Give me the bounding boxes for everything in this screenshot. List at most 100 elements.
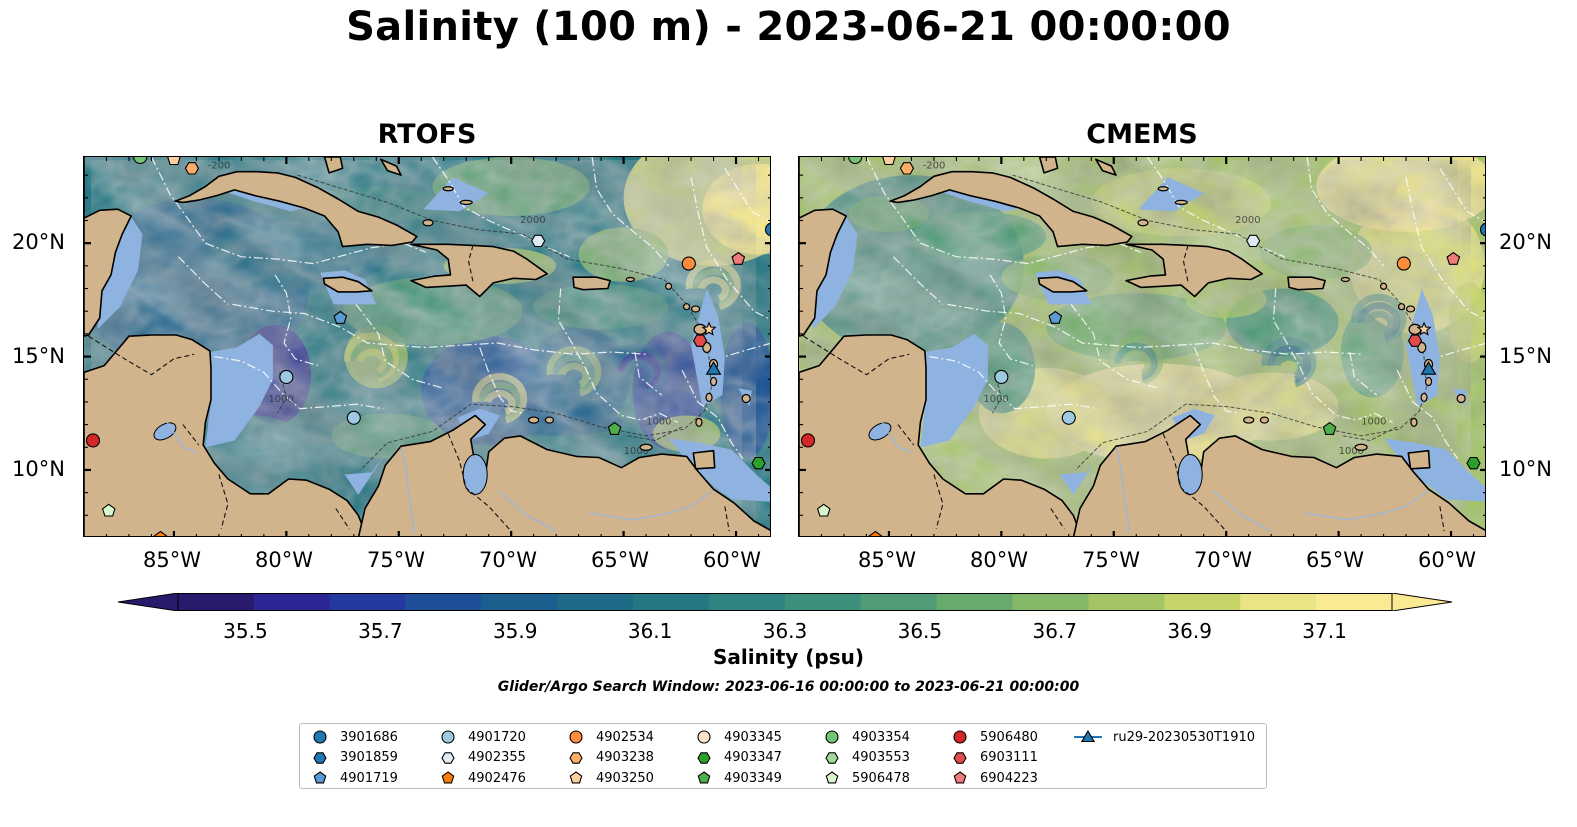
float-marker-hexagon [751, 456, 766, 470]
panel-title-rtofs: RTOFS [377, 119, 477, 150]
legend-label: 4903238 [596, 750, 654, 765]
contour-label: -200 [923, 160, 946, 171]
float-marker-pentagon [731, 251, 746, 265]
landmass-bahamas2 [1094, 158, 1117, 176]
lat-label-10n-left: 10°N [12, 457, 65, 481]
colorbar-tick-label: 36.3 [762, 619, 808, 643]
float-marker-circle [1061, 410, 1076, 425]
legend-marker-circle [953, 730, 967, 744]
rivers [881, 421, 1429, 534]
axis-ticks [799, 157, 1485, 536]
legend-item: 4903349 [694, 768, 782, 788]
colorbar-swatch [1240, 593, 1317, 611]
float-marker-circle [133, 157, 148, 165]
colorbar-tick-label: 36.7 [1032, 619, 1078, 643]
contour-label: 1000 [268, 394, 293, 405]
legend-item: 4902534 [566, 727, 654, 747]
legend-item: 6903111 [950, 748, 1038, 768]
float-marker-circle [1396, 256, 1411, 271]
lon-label-80w-right: 80°W [970, 548, 1028, 572]
legend-label: 6904223 [980, 770, 1038, 786]
colorbar-swatch [936, 593, 1014, 611]
colorbar-swatch [709, 593, 786, 611]
float-marker-circle [764, 222, 770, 237]
colorbar-swatch [557, 593, 634, 611]
legend-label: 4903354 [852, 729, 910, 745]
legend-label: 3901686 [340, 729, 398, 745]
legend-item: 4901719 [310, 768, 398, 788]
lat-label-15n-left: 15°N [12, 344, 65, 368]
float-marker-star [701, 321, 717, 336]
float-marker-hexagon [692, 334, 708, 347]
lon-label-65w-left: 65°W [591, 548, 649, 572]
legend-label: 6903111 [980, 750, 1038, 765]
legend-marker-hexagon [825, 751, 839, 764]
colorbar-extend-min [118, 593, 179, 611]
float-marker-star [1416, 321, 1432, 336]
legend-item: 3901686 [310, 727, 398, 747]
colorbar-tick-label: 36.9 [1167, 619, 1212, 643]
colorbar-swatch [253, 593, 331, 611]
float-marker-pentagon [816, 503, 831, 517]
landmass-bahamas1 [1038, 157, 1059, 174]
float-markers [800, 157, 1485, 536]
salinity-colorbar [118, 593, 1452, 611]
float-marker-hexagon [1246, 234, 1261, 248]
float-marker-pentagon [1446, 251, 1461, 265]
contour-label: 1000 [983, 394, 1008, 405]
legend-marker-triangle-line [1074, 729, 1102, 743]
colorbar-tick-label: 35.7 [358, 619, 403, 643]
colorbar-swatch [405, 593, 482, 611]
lon-label-75w-right: 75°W [1082, 548, 1140, 572]
contour-label: -200 [208, 160, 231, 171]
land [84, 157, 770, 536]
lon-label-85w-right: 85°W [858, 548, 916, 572]
lon-label-85w-left: 85°W [143, 548, 201, 572]
float-marker-pentagon [101, 503, 116, 517]
legend: 3901686 3901859 4901719 4901720 4902355 49024… [299, 723, 1267, 789]
colorbar-swatch [1012, 593, 1089, 611]
legend-label: 4902355 [468, 750, 526, 765]
contour-label: 1000 [1339, 446, 1364, 457]
contour-label: 1000 [646, 417, 671, 428]
float-marker-circle [1479, 222, 1485, 237]
colorbar-swatch [1088, 593, 1165, 611]
country-borders [88, 245, 730, 532]
lon-label-80w-left: 80°W [255, 548, 313, 572]
legend-item: 4902355 [438, 748, 526, 768]
legend-marker-circle [825, 730, 839, 744]
legend-item: 4903347 [694, 748, 782, 768]
legend-marker-pentagon [313, 771, 327, 784]
float-marker-hexagon [899, 162, 915, 175]
legend-marker-pentagon [569, 771, 583, 784]
colorbar-tick-label: 37.1 [1302, 619, 1347, 643]
map-rtofs-canvas: 2000 1000 1000 1000 -200 [84, 157, 770, 536]
legend-item: 6904223 [950, 768, 1038, 788]
legend-label: 4903347 [724, 750, 782, 765]
legend-marker-pentagon [825, 771, 839, 784]
legend-label: 4901720 [468, 729, 526, 745]
colorbar-tick-label: 35.5 [223, 619, 268, 643]
float-marker-pentagon [868, 530, 883, 536]
landmass-yucatan [799, 157, 848, 337]
legend-marker-circle [569, 730, 583, 744]
legend-marker-circle [441, 730, 455, 744]
float-marker-pentagon [1322, 421, 1337, 435]
landmass-trinidad [692, 449, 716, 470]
landmass-cuba [174, 170, 418, 248]
legend-label: 4903349 [724, 770, 782, 786]
search-window-text: Glider/Argo Search Window: 2023-06-16 00… [497, 679, 1080, 695]
landmass-southam [357, 414, 770, 536]
lon-label-60w-right: 60°W [1418, 548, 1476, 572]
landmass-central [84, 334, 368, 536]
landmass-puertorico [572, 276, 611, 291]
legend-label: 5906478 [852, 770, 910, 786]
landmass-puertorico [1287, 276, 1326, 291]
country-borders [803, 245, 1445, 532]
landmass-bahamas1 [323, 157, 344, 174]
lon-label-65w-right: 65°W [1306, 548, 1364, 572]
landmass-jamaica [322, 276, 373, 293]
lat-label-20n-left: 20°N [12, 230, 65, 254]
legend-label: 4902476 [468, 770, 526, 786]
legend-label: 4903553 [852, 750, 910, 765]
